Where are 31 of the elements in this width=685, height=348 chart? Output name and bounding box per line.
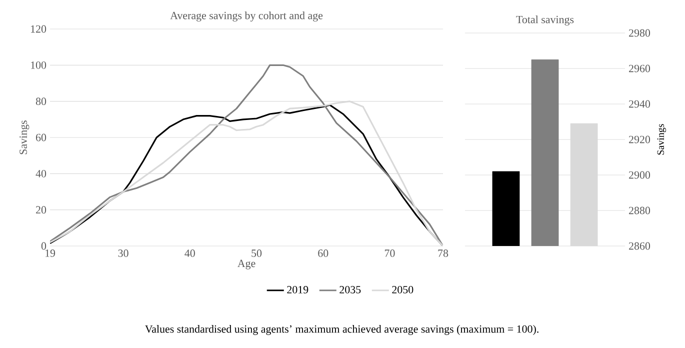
- x-tick-label: 30: [118, 250, 128, 257]
- x-tick-label: 19: [45, 250, 56, 257]
- x-tick-label: 70: [384, 250, 395, 257]
- chart-title: Average savings by cohort and age: [170, 12, 323, 22]
- y-tick-label: 2880: [629, 206, 650, 214]
- x-tick-label: 78: [438, 250, 448, 257]
- line-series: [50, 64, 444, 246]
- x-tick-label: 60: [318, 250, 328, 257]
- y-tick-label: 2980: [629, 29, 650, 37]
- y-tick-label: 0: [41, 242, 46, 250]
- y-tick-label: 120: [31, 25, 46, 33]
- x-axis-title: Age: [237, 260, 256, 270]
- legend-label: 2019: [287, 286, 308, 294]
- legend-label: 2035: [340, 286, 361, 294]
- y-tick-label: 20: [36, 206, 46, 214]
- y-tick-label: 80: [36, 98, 46, 106]
- x-tick-label: 50: [252, 250, 262, 257]
- chart-title: Total savings: [516, 16, 574, 26]
- x-tick-label: 40: [184, 250, 195, 257]
- text: Values standardised using agents’ maximum achieved average savings (maximum = 100).: [145, 325, 538, 335]
- y-tick-label: 2960: [629, 64, 650, 72]
- y-tick-label: 2940: [629, 100, 650, 108]
- y-tick-label: 100: [31, 61, 46, 69]
- y-tick-label: 2860: [629, 242, 650, 250]
- y-tick-label: 40: [36, 170, 46, 178]
- y-axis-title: Savings: [657, 124, 666, 155]
- y-tick-label: 2920: [629, 136, 650, 144]
- y-axis-title: Savings: [20, 120, 30, 154]
- legend-label: 2050: [392, 286, 414, 294]
- y-tick-label: 2900: [629, 171, 650, 179]
- y-tick-label: 60: [36, 134, 46, 142]
